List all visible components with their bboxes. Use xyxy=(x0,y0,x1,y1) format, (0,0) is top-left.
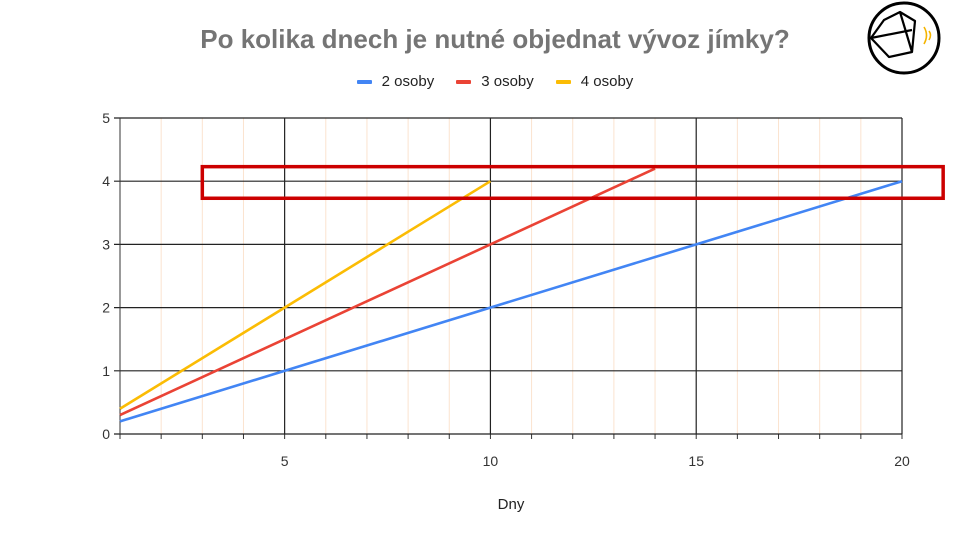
y-tick-label: 4 xyxy=(102,173,110,189)
legend-label-2-osoby: 2 osoby xyxy=(381,73,435,90)
legend-item-3-osoby: 3 osoby xyxy=(456,73,534,90)
legend-label-4-osoby: 4 osoby xyxy=(580,73,634,90)
legend-item-2-osoby: 2 osoby xyxy=(356,73,435,90)
x-tick-label: 20 xyxy=(894,453,910,469)
x-axis-title: Dny xyxy=(498,496,525,513)
chart-title: Po kolika dnech je nutné objednat vývoz … xyxy=(200,24,790,54)
series-line-0 xyxy=(119,179,903,423)
highlight-box xyxy=(200,164,945,201)
legend: 2 osoby 3 osoby 4 osoby xyxy=(0,73,960,90)
y-tick-label: 5 xyxy=(102,110,110,126)
y-tick-label: 1 xyxy=(102,363,110,379)
x-tick-label: 15 xyxy=(688,453,704,469)
x-tick-label: 10 xyxy=(483,453,499,469)
legend-swatch-4-osoby xyxy=(555,79,571,84)
x-tick-label: 5 xyxy=(281,453,289,469)
series-line-2 xyxy=(119,180,492,410)
legend-swatch-3-osoby xyxy=(456,79,472,84)
y-tick-label: 0 xyxy=(102,426,110,442)
logo-icon xyxy=(867,1,941,75)
legend-swatch-2-osoby xyxy=(356,79,372,84)
y-tick-label: 3 xyxy=(102,236,110,252)
y-tick-label: 2 xyxy=(102,300,110,316)
series-line-1 xyxy=(119,167,656,417)
legend-label-3-osoby: 3 osoby xyxy=(481,73,534,90)
legend-item-4-osoby: 4 osoby xyxy=(555,73,634,90)
